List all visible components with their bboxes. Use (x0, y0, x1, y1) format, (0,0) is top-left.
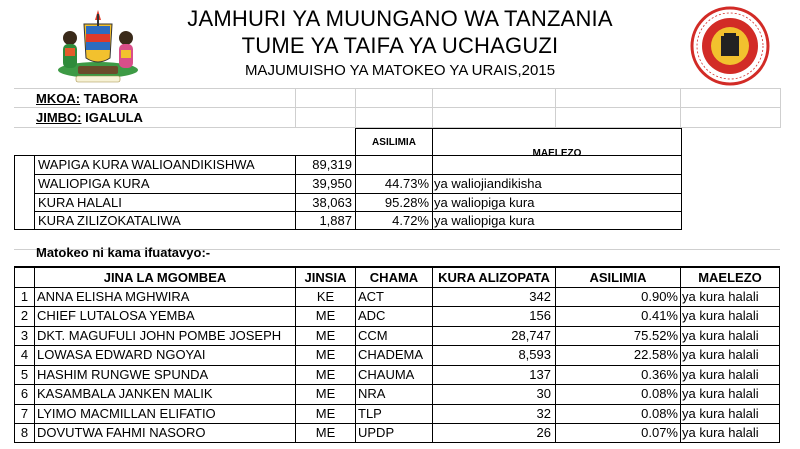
row-number: 7 (20, 406, 29, 421)
summary-value: 39,950 (312, 176, 352, 191)
row-number: 8 (20, 425, 29, 440)
candidate-party: CHAUMA (358, 367, 415, 382)
candidate-note: ya kura halali (682, 308, 759, 323)
jimbo-row: JIMBO: IGALULA (36, 108, 143, 127)
subtitle: MAJUMUISHO YA MATOKEO YA URAIS,2015 (244, 62, 556, 79)
candidate-gender: ME (315, 328, 336, 343)
candidate-name: CHIEF LUTALOSA YEMBA (37, 308, 195, 323)
summary-note: ya waliojiandikisha (434, 176, 542, 191)
candidate-gender: ME (315, 367, 336, 382)
candidate-note: ya kura halali (682, 386, 759, 401)
candidate-party: TLP (358, 406, 382, 421)
title-line-2: TUME YA TAIFA YA UCHAGUZI (241, 33, 559, 58)
candidate-note: ya kura halali (682, 328, 759, 343)
summary-label: WAPIGA KURA WALIOANDIKISHWA (38, 157, 255, 172)
mkoa-row: MKOA: TABORA (36, 89, 138, 108)
candidate-gender: ME (315, 386, 336, 401)
candidate-name: DOVUTWA FAHMI NASORO (37, 425, 206, 440)
summary-value: 38,063 (312, 195, 352, 210)
candidate-percent: 22.58% (633, 347, 678, 362)
candidate-percent: 75.52% (633, 328, 678, 343)
candidate-name: LOWASA EDWARD NGOYAI (37, 347, 206, 362)
candidate-percent: 0.90% (641, 289, 678, 304)
candidate-party: NRA (358, 386, 386, 401)
candidate-gender: ME (315, 308, 336, 323)
candidate-note: ya kura halali (682, 347, 759, 362)
candidate-party: ADC (358, 308, 386, 323)
candidate-votes: 156 (529, 308, 551, 323)
candidate-percent: 0.36% (641, 367, 678, 382)
candidate-votes: 26 (536, 425, 551, 440)
summary-header-maelezo: MAELEZO (532, 148, 582, 159)
summary-percent: 95.28% (384, 195, 429, 210)
header-party: CHAMA (369, 270, 419, 285)
summary-value: 89,319 (312, 157, 352, 172)
row-number: 4 (20, 347, 29, 362)
candidate-name: LYIMO MACMILLAN ELIFATIO (37, 406, 216, 421)
results-intro: Matokeo ni kama ifuatavyo:- (36, 245, 211, 260)
mkoa-label: MKOA: (36, 91, 81, 106)
row-number: 2 (20, 308, 29, 323)
row-number: 1 (20, 289, 29, 304)
candidate-percent: 0.08% (641, 406, 678, 421)
candidate-note: ya kura halali (682, 406, 759, 421)
candidate-name: DKT. MAGUFULI JOHN POMBE JOSEPH (37, 328, 282, 343)
candidate-party: CHADEMA (358, 347, 424, 362)
candidate-name: KASAMBALA JANKEN MALIK (37, 386, 213, 401)
jimbo-value: IGALULA (85, 110, 143, 125)
summary-value: 1,887 (319, 213, 352, 228)
summary-label: KURA ZILIZOKATALIWA (38, 213, 181, 228)
header-name: JINA LA MGOMBEA (103, 270, 227, 285)
header-votes: KURA ALIZOPATA (438, 270, 550, 285)
candidate-gender: ME (315, 406, 336, 421)
candidate-gender: ME (315, 425, 336, 440)
row-number: 3 (20, 328, 29, 343)
candidate-party: CCM (358, 328, 388, 343)
summary-percent: 4.72% (392, 213, 429, 228)
candidate-party: UPDP (358, 425, 395, 440)
candidate-votes: 28,747 (511, 328, 551, 343)
row-number: 6 (20, 386, 29, 401)
candidate-name: HASHIM RUNGWE SPUNDA (37, 367, 209, 382)
candidate-votes: 342 (529, 289, 551, 304)
header-note: MAELEZO (698, 270, 762, 285)
candidate-party: ACT (358, 289, 384, 304)
candidate-note: ya kura halali (682, 289, 759, 304)
candidate-votes: 137 (529, 367, 551, 382)
candidate-percent: 0.41% (641, 308, 678, 323)
nec-seal-icon (690, 6, 770, 86)
candidate-gender: KE (316, 289, 335, 304)
candidate-percent: 0.08% (641, 386, 678, 401)
summary-note: ya waliopiga kura (434, 213, 535, 228)
jimbo-label: JIMBO: (36, 110, 82, 125)
coat-of-arms-icon (48, 6, 148, 84)
title-line-1: JAMHURI YA MUUNGANO WA TANZANIA (187, 6, 613, 31)
candidate-votes: 30 (536, 386, 551, 401)
candidate-gender: ME (315, 347, 336, 362)
summary-label: WALIOPIGA KURA (38, 176, 150, 191)
candidate-note: ya kura halali (682, 425, 759, 440)
summary-note: ya waliopiga kura (434, 195, 535, 210)
header-percent: ASILIMIA (589, 270, 647, 285)
candidate-votes: 8,593 (518, 347, 551, 362)
mkoa-value: TABORA (83, 91, 139, 106)
candidate-votes: 32 (536, 406, 551, 421)
row-number: 5 (20, 367, 29, 382)
summary-header-asilimia: ASILIMIA (372, 137, 416, 148)
summary-label: KURA HALALI (38, 195, 122, 210)
header-gender: JINSIA (304, 270, 347, 285)
candidate-note: ya kura halali (682, 367, 759, 382)
candidate-percent: 0.07% (641, 425, 678, 440)
summary-percent: 44.73% (384, 176, 429, 191)
candidate-name: ANNA ELISHA MGHWIRA (37, 289, 190, 304)
